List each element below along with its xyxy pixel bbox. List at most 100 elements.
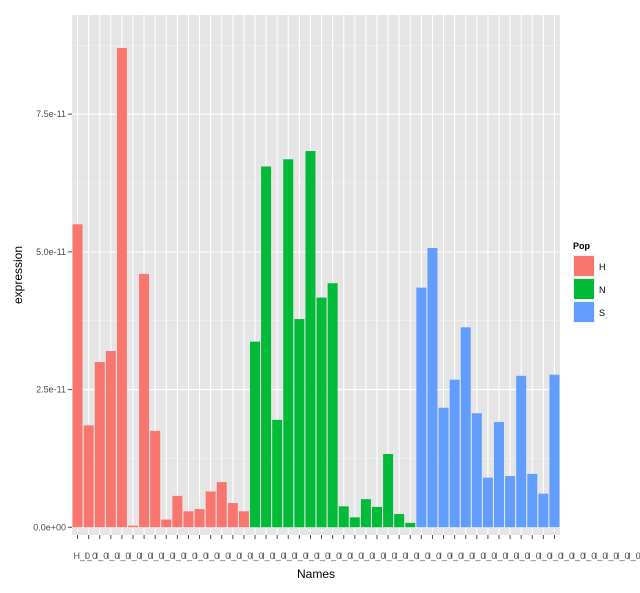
- y-axis-label: expression: [11, 246, 25, 304]
- x-tick-label: I_0: [506, 551, 519, 561]
- bars: [72, 48, 560, 528]
- bar-h: [205, 491, 216, 528]
- x-tick-label: I_0: [562, 551, 575, 561]
- x-tick-label: I_0: [462, 551, 475, 561]
- x-tick-label: I_0: [85, 551, 98, 561]
- bar-n: [338, 506, 349, 528]
- legend-title: Pop: [573, 241, 591, 251]
- x-tick-label: I_0: [484, 551, 497, 561]
- x-tick-label: I_0: [295, 551, 308, 561]
- bar-h: [194, 509, 205, 528]
- bar-h: [105, 351, 116, 528]
- bar-n: [283, 159, 294, 528]
- bar-h: [172, 495, 183, 528]
- x-tick-label: I_0: [284, 551, 297, 561]
- x-tick-label: H_0: [74, 551, 91, 561]
- bar-n: [327, 283, 338, 528]
- bar-n: [294, 319, 305, 528]
- bar-n: [316, 297, 327, 528]
- bar-n: [305, 151, 316, 528]
- bar-n: [394, 514, 405, 528]
- x-tick-label: I_0: [118, 551, 131, 561]
- x-tick-label: I_0: [606, 551, 619, 561]
- x-tick-label: I_0: [318, 551, 331, 561]
- legend-key-s: [574, 302, 594, 322]
- bar-s: [460, 327, 471, 528]
- x-tick-label: I_0: [417, 551, 430, 561]
- x-tick-label: I_0: [240, 551, 253, 561]
- legend-label: H: [599, 262, 606, 272]
- x-tick-label: I_0: [451, 551, 464, 561]
- legend-key-h: [574, 256, 594, 276]
- x-tick-label: I_0: [140, 551, 153, 561]
- bar-h: [72, 224, 83, 528]
- x-tick-label: I_0: [151, 551, 164, 561]
- x-tick-label: I_0: [306, 551, 319, 561]
- bar-n: [250, 341, 260, 528]
- bar-h: [238, 511, 249, 528]
- bar-s: [549, 374, 560, 528]
- legend-key-n: [574, 279, 594, 299]
- x-tick-label: I_0: [628, 551, 640, 561]
- bar-h: [150, 430, 161, 528]
- bar-n: [349, 517, 360, 528]
- x-tick-label: I_0: [550, 551, 563, 561]
- bar-h: [128, 525, 138, 528]
- legend-label: S: [599, 308, 605, 318]
- bar-s: [449, 379, 460, 528]
- bar-n: [372, 506, 382, 528]
- bar-n: [383, 454, 394, 528]
- x-tick-label: I_0: [229, 551, 242, 561]
- bar-s: [438, 407, 449, 528]
- bar-s: [516, 375, 527, 528]
- legend-label: N: [599, 285, 606, 295]
- x-tick-label: I_0: [162, 551, 175, 561]
- bar-n: [261, 166, 272, 528]
- x-tick-label: I_0: [196, 551, 209, 561]
- x-tick-label: I_0: [96, 551, 109, 561]
- bar-s: [538, 493, 549, 528]
- bar-h: [139, 273, 150, 528]
- x-tick-label: I_0: [517, 551, 530, 561]
- y-tick-label: 2.5e-11: [36, 385, 66, 395]
- x-tick-label: I_0: [273, 551, 286, 561]
- bar-h: [227, 503, 238, 528]
- bar-s: [416, 287, 427, 528]
- bar-h: [216, 482, 227, 528]
- bar-s: [494, 422, 504, 528]
- x-tick-label: I_0: [539, 551, 552, 561]
- bar-h: [161, 519, 172, 528]
- x-tick-label: I_0: [440, 551, 453, 561]
- y-tick-label: 7.5e-11: [36, 109, 66, 119]
- y-axis: 0.0e+00 2.5e-11 5.0e-11 7.5e-11: [33, 109, 72, 532]
- x-tick-label: I_0: [107, 551, 120, 561]
- x-tick-label: I_0: [340, 551, 353, 561]
- x-tick-label: I_0: [218, 551, 231, 561]
- bar-h: [94, 362, 105, 528]
- bar-h: [83, 425, 94, 528]
- x-tick-label: I_0: [473, 551, 486, 561]
- x-tick-label: I_0: [584, 551, 597, 561]
- x-tick-label: I_0: [428, 551, 441, 561]
- y-tick-label: 0.0e+00: [33, 522, 66, 532]
- x-tick-label: I_0: [184, 551, 197, 561]
- x-axis: H_0I_0I_0I_0I_0I_0I_0I_0I_0I_0I_0I_0I_0I…: [74, 535, 640, 561]
- x-tick-label: I_0: [406, 551, 419, 561]
- x-tick-label: I_0: [373, 551, 386, 561]
- x-tick-label: I_0: [173, 551, 186, 561]
- bar-n: [405, 522, 416, 528]
- x-tick-label: I_0: [351, 551, 364, 561]
- x-tick-label: I_0: [395, 551, 408, 561]
- y-tick-label: 5.0e-11: [36, 247, 66, 257]
- x-tick-label: I_0: [617, 551, 630, 561]
- x-tick-label: I_0: [329, 551, 342, 561]
- x-tick-label: I_0: [495, 551, 508, 561]
- x-tick-label: I_0: [251, 551, 264, 561]
- bar-h: [183, 511, 194, 528]
- x-tick-label: I_0: [362, 551, 375, 561]
- bar-s: [527, 473, 538, 528]
- x-tick-label: I_0: [595, 551, 608, 561]
- x-tick-label: I_0: [129, 551, 142, 561]
- bar-h: [116, 48, 127, 528]
